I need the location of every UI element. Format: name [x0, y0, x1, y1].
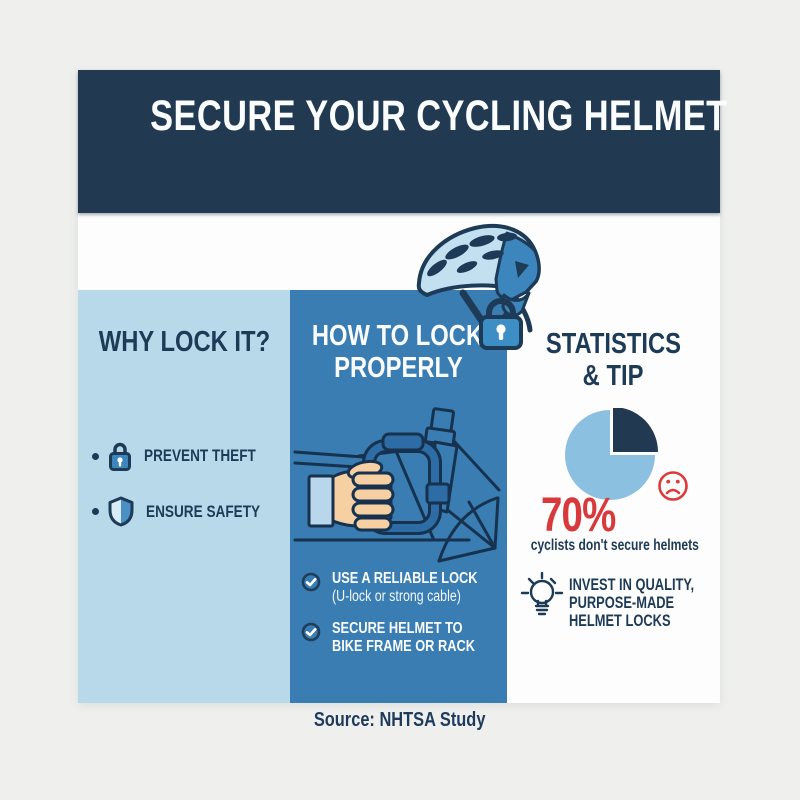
why-item-prevent-theft: PREVENT THEFT — [92, 440, 284, 472]
pie-chart — [565, 408, 688, 501]
column-statistics-tip: STATISTICS & TIP 70% — [507, 290, 720, 703]
checklist-line1: USE A RELIABLE LOCK — [332, 570, 478, 587]
tip-line1: INVEST IN QUALITY, — [569, 576, 695, 594]
helmet-padlock-icon — [416, 223, 541, 350]
stats-heading-row: STATISTICS & TIP — [507, 328, 720, 393]
stats-heading-line1: STATISTICS — [545, 328, 682, 360]
tip-text: INVEST IN QUALITY, PURPOSE-MADE HELMET L… — [569, 576, 729, 630]
padlock-icon — [109, 442, 131, 471]
how-heading-line2: PROPERLY — [334, 352, 463, 385]
footer-source: Source: NHTSA Study — [314, 709, 486, 731]
bullet-dot — [92, 452, 99, 460]
why-heading: WHY LOCK IT? — [98, 326, 270, 358]
tip-line3: HELMET LOCKS — [569, 611, 671, 630]
why-heading-row: WHY LOCK IT? — [78, 326, 290, 358]
page-title: SECURE YOUR CYCLING HELMET — [150, 92, 728, 140]
tip-line2: PURPOSE-MADE — [569, 593, 675, 612]
stat-value: 70% — [541, 489, 616, 542]
title-row: SECURE YOUR CYCLING HELMET — [78, 93, 727, 139]
how-heading-line1: HOW TO LOCK IT — [311, 320, 511, 352]
stats-heading-line2: & TIP — [583, 360, 644, 393]
header-band: SECURE YOUR CYCLING HELMET — [78, 70, 727, 213]
column-why-lock-it: WHY LOCK IT? PREVENT THEFT — [78, 290, 290, 703]
infographic-card: SECURE YOUR CYCLING HELMET — [78, 70, 727, 703]
column-how-to-lock: HOW TO LOCK IT PROPERLY — [290, 290, 511, 703]
checklist-text: USE A RELIABLE LOCK (U-lock or strong ca… — [332, 570, 514, 606]
checklist-item-reliable-lock: USE A RELIABLE LOCK (U-lock or strong ca… — [301, 570, 514, 606]
lightbulb-icon — [519, 571, 565, 627]
why-item-label: PREVENT THEFT — [144, 446, 256, 465]
check-circle-icon — [301, 572, 321, 592]
ulock-illustration — [293, 400, 503, 568]
checklist-text: SECURE HELMET TO BIKE FRAME OR RACK — [332, 620, 511, 656]
checklist-line2: BIKE FRAME OR RACK — [332, 638, 475, 656]
bullet-dot — [92, 508, 99, 515]
stat-caption: cyclists don't secure helmets — [530, 537, 699, 554]
check-circle-icon — [301, 622, 321, 642]
how-heading-row: HOW TO LOCK IT PROPERLY — [290, 320, 511, 385]
checklist-line1: SECURE HELMET TO — [332, 620, 463, 637]
why-item-ensure-safety: ENSURE SAFETY — [92, 496, 289, 527]
checklist-line2: (U-lock or strong cable) — [332, 588, 461, 606]
why-item-label: ENSURE SAFETY — [146, 501, 261, 521]
shield-icon — [108, 496, 134, 527]
columns-row: WHY LOCK IT? PREVENT THEFT — [78, 290, 720, 703]
sad-face-icon — [658, 471, 688, 501]
checklist-item-secure-helmet: SECURE HELMET TO BIKE FRAME OR RACK — [301, 620, 511, 656]
